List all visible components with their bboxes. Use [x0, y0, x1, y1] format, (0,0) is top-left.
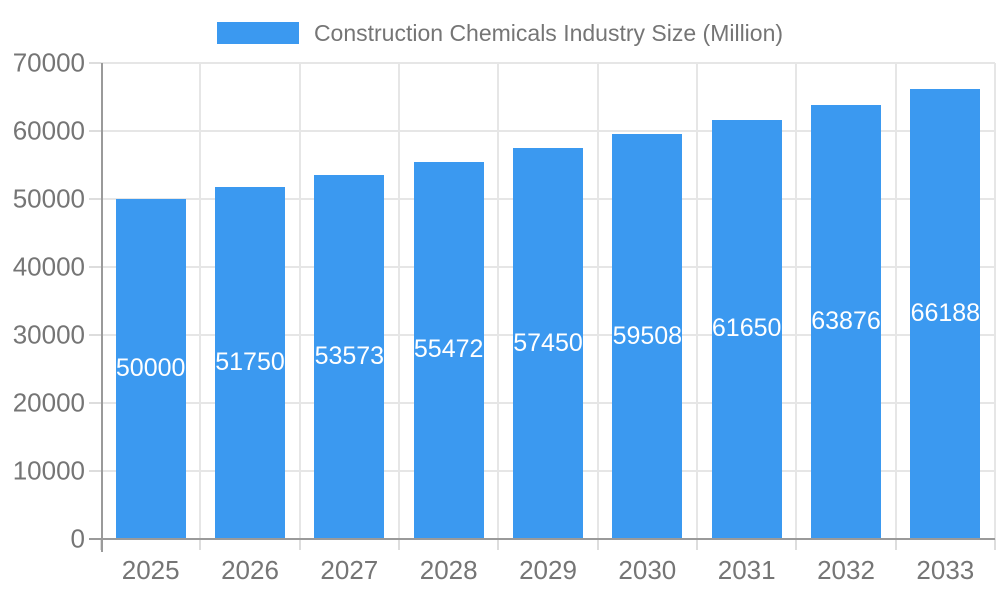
y-tick [89, 198, 101, 200]
bar-2032[interactable]: 63876 [811, 104, 881, 538]
v-gridline [199, 63, 202, 539]
bar-value-label: 50000 [115, 354, 186, 382]
y-tick [89, 130, 101, 132]
y-tick-label: 70000 [12, 47, 85, 78]
x-tick [596, 539, 599, 550]
bar-value-label: 59508 [612, 321, 683, 350]
v-gridline [497, 63, 500, 539]
bar-value-label: 61650 [711, 314, 782, 343]
y-axis-labels: 0 10000 20000 30000 40000 50000 60000 70000 [0, 48, 85, 554]
x-tick [298, 539, 301, 550]
bar-2028[interactable]: 55472 [413, 161, 484, 538]
v-gridline [795, 63, 798, 539]
y-tick [89, 402, 101, 404]
v-gridline [994, 63, 996, 539]
bar-value-label: 51750 [215, 348, 285, 377]
x-tick [398, 539, 400, 550]
y-tick-label: 60000 [12, 115, 85, 146]
x-tick-label: 2027 [320, 555, 379, 585]
plot-area: 50000 51750 53573 55472 57450 59508 61650 63876… [89, 62, 996, 552]
bar-value-label: 55472 [413, 335, 484, 364]
bar-value-label: 57450 [513, 328, 583, 357]
y-tick-label: 10000 [12, 455, 85, 486]
x-tick-label: 2030 [618, 555, 677, 585]
y-tick [89, 334, 101, 336]
v-gridline [398, 63, 400, 539]
y-tick [89, 470, 101, 472]
y-axis-line [101, 63, 103, 552]
bar-2027[interactable]: 53573 [314, 174, 385, 538]
v-gridline [298, 63, 301, 539]
x-tick-label: 2029 [519, 555, 577, 585]
x-tick-label: 2025 [121, 555, 180, 585]
bar-2026[interactable]: 51750 [215, 187, 285, 538]
bar-2029[interactable]: 57450 [513, 148, 583, 538]
y-tick [89, 266, 101, 268]
y-tick-label: 0 [70, 523, 85, 554]
x-tick-label: 2033 [916, 555, 975, 585]
x-tick [696, 539, 698, 550]
h-gridline [101, 130, 995, 132]
legend-label: Construction Chemicals Industry Size (Mi… [313, 19, 784, 46]
v-gridline [596, 63, 599, 539]
y-tick-label: 40000 [12, 251, 85, 282]
bar-2031[interactable]: 61650 [711, 119, 782, 538]
bar-2025[interactable]: 50000 [115, 199, 186, 538]
x-tick [795, 539, 798, 550]
h-gridline [101, 62, 995, 64]
y-tick-label: 20000 [12, 387, 85, 418]
v-gridline [894, 63, 897, 539]
bar-value-label: 63876 [811, 306, 881, 335]
bar-2030[interactable]: 59508 [612, 134, 683, 538]
y-tick-label: 50000 [12, 183, 85, 214]
y-tick-label: 30000 [12, 319, 85, 350]
x-axis-line [89, 538, 995, 540]
x-tick [199, 539, 202, 550]
legend[interactable]: Construction Chemicals Industry Size (Mi… [0, 19, 1000, 47]
x-tick-label: 2032 [817, 555, 875, 585]
bar-value-label: 66188 [910, 298, 981, 327]
v-gridline [696, 63, 698, 539]
x-tick [994, 539, 996, 550]
x-tick [894, 539, 897, 550]
bar-value-label: 53573 [314, 341, 385, 370]
x-axis-labels: 2025 2026 2027 2028 2029 2030 2031 2032 2033 [101, 555, 995, 587]
x-tick-label: 2031 [717, 555, 776, 585]
y-tick [89, 62, 101, 64]
legend-swatch [216, 22, 299, 44]
x-tick-label: 2026 [221, 555, 279, 585]
x-tick [497, 539, 500, 550]
x-tick-label: 2028 [419, 555, 478, 585]
bar-2033[interactable]: 66188 [910, 88, 981, 538]
